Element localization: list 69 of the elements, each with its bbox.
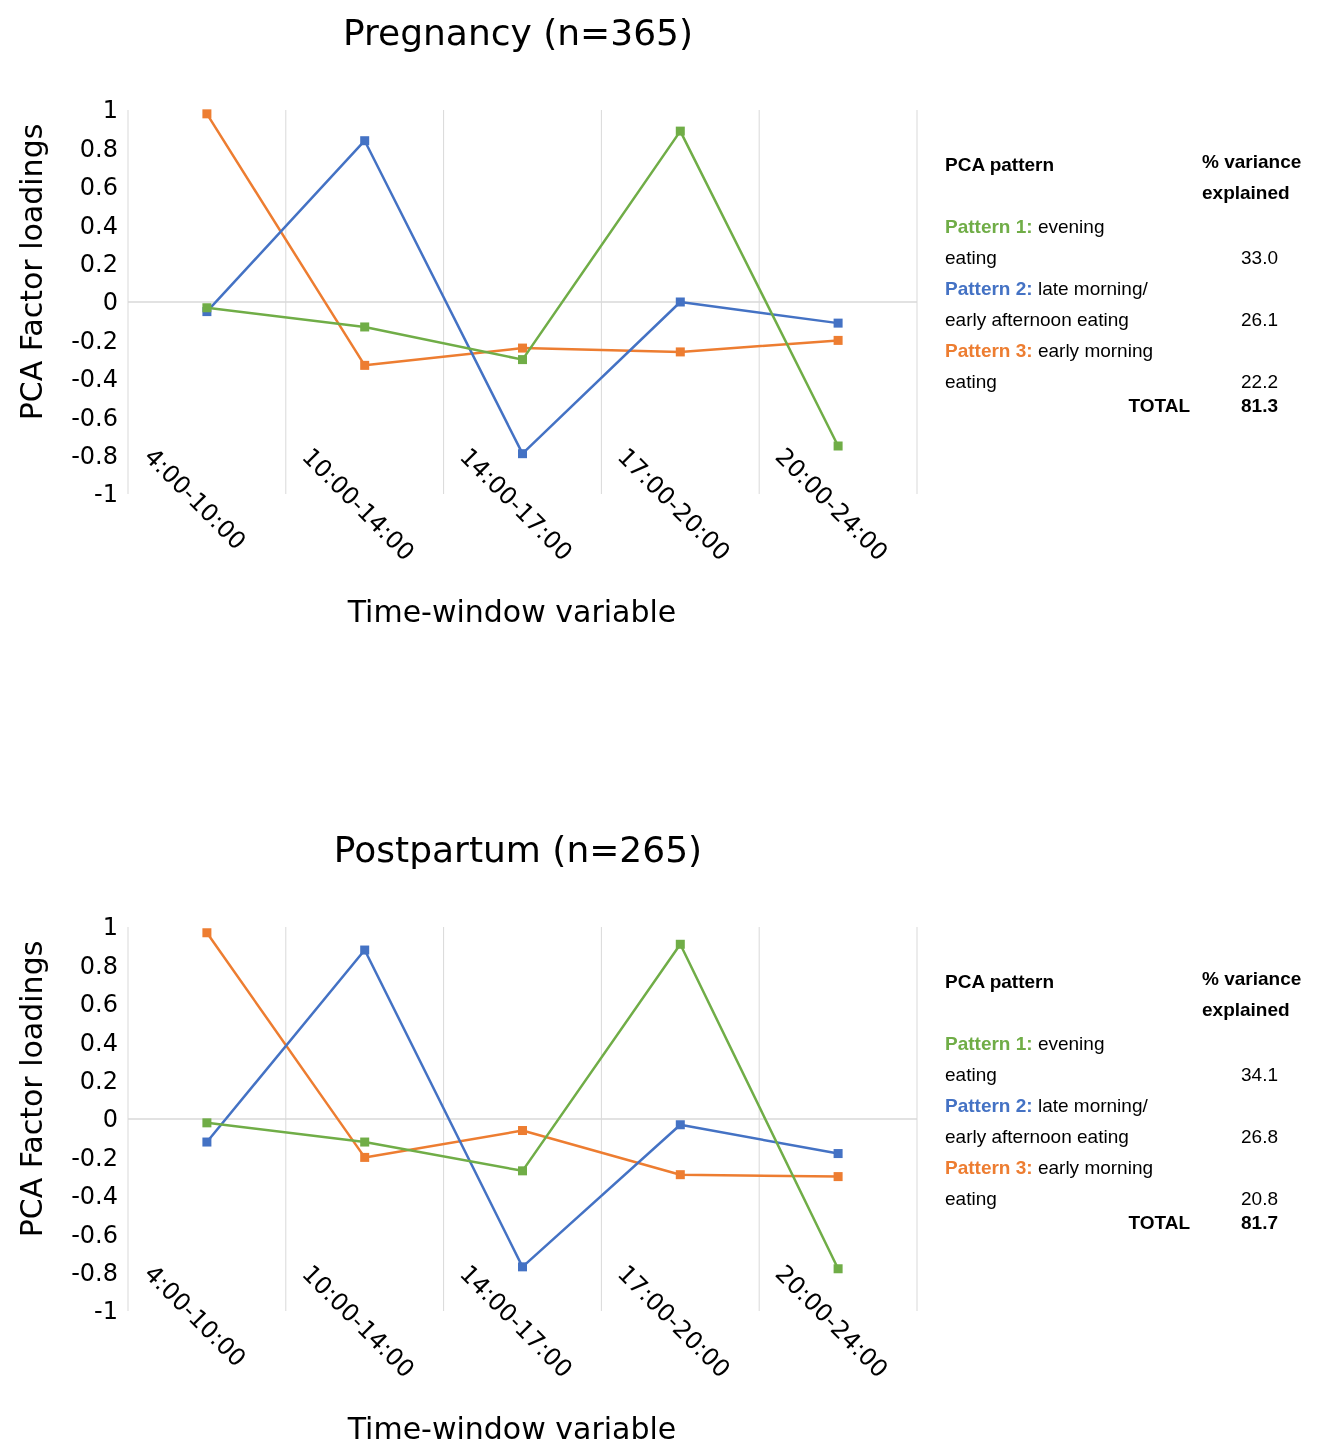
text: 22.2 (1241, 371, 1278, 392)
text: 26.8 (1241, 1126, 1278, 1147)
y-tick-label: 0.4 (79, 211, 118, 240)
point (675, 297, 685, 307)
y-tick-label: 0.6 (79, 173, 118, 202)
y-tick-label: 0.8 (79, 134, 118, 163)
point (518, 1166, 527, 1176)
y-tick-label: 0.4 (79, 1028, 118, 1057)
point (360, 945, 370, 955)
point (518, 343, 527, 353)
y-tick-label: -1 (94, 1297, 118, 1326)
text: % variance explained (1202, 151, 1302, 203)
point (360, 1137, 370, 1147)
chart-title: Postpartum (n=265) (333, 829, 703, 870)
text: 33.0 (1241, 247, 1278, 268)
y-axis-title: PCA Factor loadings (14, 123, 49, 421)
point (360, 322, 370, 332)
point (360, 136, 370, 146)
y-tick-label: -1 (94, 480, 118, 509)
y-tick-label: -0.4 (71, 365, 118, 394)
x-axis-title: Time-window variable (346, 1411, 677, 1446)
y-tick-label: -0.2 (71, 1143, 118, 1172)
x-axis-title: Time-window variable (346, 594, 677, 629)
point (202, 1118, 212, 1128)
point (675, 347, 685, 357)
text: TOTAL (1128, 395, 1191, 416)
text: TOTAL (1128, 1212, 1191, 1233)
point (360, 360, 370, 370)
y-tick-label: 0 (102, 288, 118, 317)
y-tick-label: 0.2 (79, 250, 118, 278)
point (675, 1170, 685, 1180)
point (518, 355, 527, 365)
point (360, 1152, 370, 1162)
chart-title: Pregnancy (n=365) (342, 12, 694, 53)
point (202, 303, 212, 313)
point (833, 335, 843, 345)
point (833, 1172, 843, 1182)
point (202, 109, 212, 119)
y-tick-label: -0.4 (71, 1182, 118, 1211)
point (833, 1149, 843, 1159)
text: 26.1 (1241, 309, 1278, 330)
y-tick-label: 1 (102, 913, 118, 942)
point (202, 928, 212, 938)
point (833, 318, 843, 328)
y-axis-title: PCA Factor loadings (14, 940, 49, 1238)
text: 81.3 (1241, 395, 1278, 416)
y-tick-label: 1 (102, 96, 118, 125)
y-tick-label: 0.2 (79, 1067, 118, 1095)
point (518, 1126, 527, 1136)
text: 20.8 (1241, 1188, 1278, 1209)
text: % variance explained (1202, 968, 1302, 1020)
y-tick-label: -0.6 (71, 403, 118, 432)
point (675, 126, 685, 136)
point (202, 1137, 212, 1147)
text: 81.7 (1241, 1212, 1278, 1233)
text: 34.1 (1241, 1064, 1278, 1085)
text: Pattern 3: early morning eating (945, 340, 1154, 392)
y-tick-label: -0.8 (71, 442, 118, 470)
y-tick-label: 0.6 (79, 990, 118, 1019)
point (675, 939, 685, 949)
y-tick-label: 0.8 (79, 951, 118, 980)
y-tick-label: -0.6 (71, 1220, 118, 1249)
text: Pattern 3: early morning eating (945, 1157, 1154, 1209)
y-tick-label: 0 (102, 1105, 118, 1134)
point (675, 1120, 685, 1130)
y-tick-label: -0.8 (71, 1259, 118, 1287)
legend-title: PCA pattern (945, 154, 1055, 175)
legend-title: PCA pattern (945, 971, 1055, 992)
y-tick-label: -0.2 (71, 326, 118, 355)
